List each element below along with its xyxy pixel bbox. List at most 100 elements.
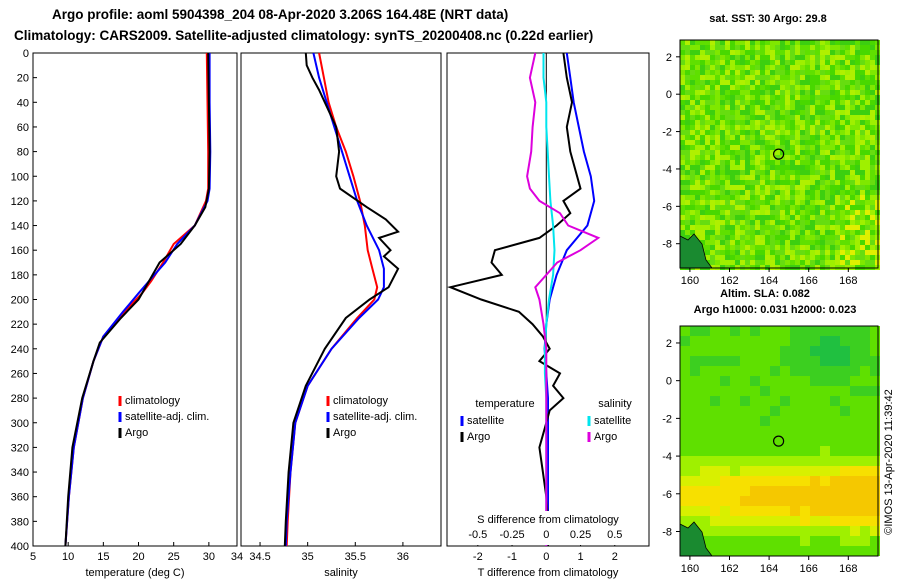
sst-map-cell	[735, 120, 740, 125]
sst-map-cell	[770, 255, 775, 260]
sla-map-cell	[810, 506, 820, 516]
sla-map-cell	[760, 526, 770, 536]
sst-map-cell	[740, 215, 745, 220]
sst-map-cell	[860, 140, 865, 145]
sla-map-cell	[850, 516, 860, 526]
sst-map-cell	[690, 225, 695, 230]
sst-map-cell	[740, 200, 745, 205]
sst-map-cell	[755, 260, 760, 265]
sst-map-cell	[785, 210, 790, 215]
sst-map-cell	[700, 145, 705, 150]
sst-map-cell	[825, 230, 830, 235]
sst-map-cell	[795, 160, 800, 165]
sst-map-cell	[810, 140, 815, 145]
sst-map-cell	[680, 230, 685, 235]
sst-map-cell	[830, 125, 835, 130]
sst-map-cell	[760, 260, 765, 265]
sst-map-cell	[695, 220, 700, 225]
sst-map-cell	[690, 210, 695, 215]
sst-map-cell	[775, 135, 780, 140]
sst-map-cell	[790, 180, 795, 185]
sst-map-cell	[855, 75, 860, 80]
sst-map-cell	[695, 40, 700, 45]
sst-map-cell	[850, 245, 855, 250]
sst-map-cell	[680, 115, 685, 120]
sst-map-cell	[855, 250, 860, 255]
sst-map-cell	[855, 195, 860, 200]
sla-map-cell	[720, 496, 730, 506]
sst-map-cell	[705, 240, 710, 245]
sla-map-cell	[830, 416, 840, 426]
sst-map-cell	[800, 105, 805, 110]
sst-map-cell	[720, 65, 725, 70]
sla-map-cell	[790, 466, 800, 476]
sst-map-cell	[770, 165, 775, 170]
sst-map-cell	[870, 140, 875, 145]
sla-map-cell	[870, 546, 880, 556]
sla-map-cell	[750, 376, 760, 386]
sst-map-cell	[865, 150, 870, 155]
sst-map-cell	[745, 230, 750, 235]
sst-map-cell	[775, 175, 780, 180]
sst-map-cell	[725, 175, 730, 180]
sla-map-cell	[800, 496, 810, 506]
sst-map-cell	[740, 245, 745, 250]
sst-map-cell	[725, 185, 730, 190]
sst-map-cell	[705, 170, 710, 175]
sst-map-cell	[695, 185, 700, 190]
sst-map-cell	[820, 215, 825, 220]
sst-map-cell	[685, 220, 690, 225]
sst-map-cell	[770, 80, 775, 85]
sst-map-cell	[820, 240, 825, 245]
sst-map-cell	[685, 85, 690, 90]
sst-map-cell	[850, 205, 855, 210]
sst-map-cell	[845, 50, 850, 55]
sst-map-cell	[800, 240, 805, 245]
sst-map-cell	[770, 65, 775, 70]
sla-map-cell	[820, 356, 830, 366]
sst-map-cell	[750, 80, 755, 85]
sst-map-cell	[785, 65, 790, 70]
sst-map-cell	[800, 85, 805, 90]
sst-map-cell	[680, 120, 685, 125]
sst-map-cell	[865, 225, 870, 230]
sla-map-cell	[730, 346, 740, 356]
sst-map-cell	[695, 170, 700, 175]
sst-map-cell	[840, 50, 845, 55]
sst-map-cell	[835, 60, 840, 65]
sst-map-cell	[695, 230, 700, 235]
sst-map-cell	[830, 65, 835, 70]
sla-map-cell	[680, 336, 690, 346]
sla-map-cell	[730, 336, 740, 346]
sst-map-cell	[795, 240, 800, 245]
sst-lat-tick-label: -2	[662, 127, 672, 139]
sst-map-cell	[800, 100, 805, 105]
sst-map-cell	[760, 125, 765, 130]
sla-map-cell	[800, 536, 810, 546]
sst-map-cell	[855, 240, 860, 245]
sst-map-cell	[765, 140, 770, 145]
sst-map-cell	[860, 235, 865, 240]
sst-map-cell	[830, 175, 835, 180]
sla-map-cell	[760, 356, 770, 366]
sst-map-cell	[845, 235, 850, 240]
sst-map-cell	[705, 130, 710, 135]
sst-map-cell	[730, 40, 735, 45]
sst-map-cell	[805, 170, 810, 175]
sst-map-cell	[680, 65, 685, 70]
sst-map-cell	[680, 220, 685, 225]
sst-map-cell	[685, 65, 690, 70]
sst-map-cell	[800, 140, 805, 145]
sla-map-cell	[860, 346, 870, 356]
sla-map-cell	[870, 356, 880, 366]
sla-map-cell	[690, 386, 700, 396]
sst-map-cell	[790, 235, 795, 240]
sst-map-cell	[855, 245, 860, 250]
sla-map-cell	[710, 516, 720, 526]
sst-map-cell	[765, 240, 770, 245]
sla-map-cell	[870, 406, 880, 416]
sst-map-cell	[840, 220, 845, 225]
sst-map-cell	[825, 155, 830, 160]
sst-map-cell	[780, 65, 785, 70]
sst-map-cell	[745, 80, 750, 85]
